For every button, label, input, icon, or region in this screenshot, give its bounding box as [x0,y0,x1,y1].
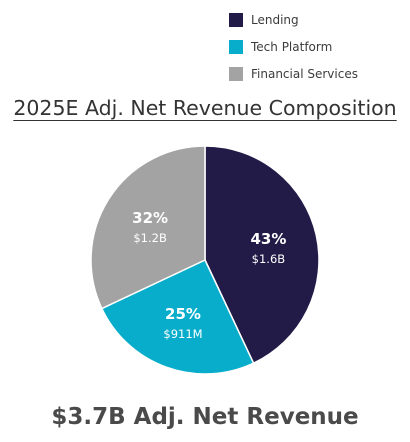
legend-label-financial-services: Financial Services [251,66,358,81]
legend-item-lending: Lending [229,6,358,33]
legend-swatch-lending [229,12,243,27]
slice-amount-lending: $1.6B [252,252,286,266]
chart-legend: Lending Tech Platform Financial Services [229,6,358,87]
legend-label-tech-platform: Tech Platform [251,39,333,54]
pie-slice-lending [204,145,320,365]
total-revenue-label: $3.7B Adj. Net Revenue [51,404,359,430]
slice-percent-financial-services: 32% [132,209,168,227]
chart-title: 2025E Adj. Net Revenue Composition [13,96,397,120]
slice-amount-tech-platform: $911M [163,327,202,341]
legend-item-tech-platform: Tech Platform [229,33,358,60]
pie-slice-tech-platform [100,259,255,375]
slice-amount-financial-services: $1.2B [133,231,167,245]
slice-percent-lending: 43% [250,230,286,248]
legend-item-financial-services: Financial Services [229,60,358,87]
legend-swatch-financial-services [229,66,243,81]
pie-chart: 43% $1.6B 25% $911M 32% $1.2B [90,145,320,375]
pie-slice-financial-services [90,145,206,310]
legend-swatch-tech-platform [229,39,243,54]
legend-label-lending: Lending [251,12,299,27]
slice-percent-tech-platform: 25% [165,305,201,323]
